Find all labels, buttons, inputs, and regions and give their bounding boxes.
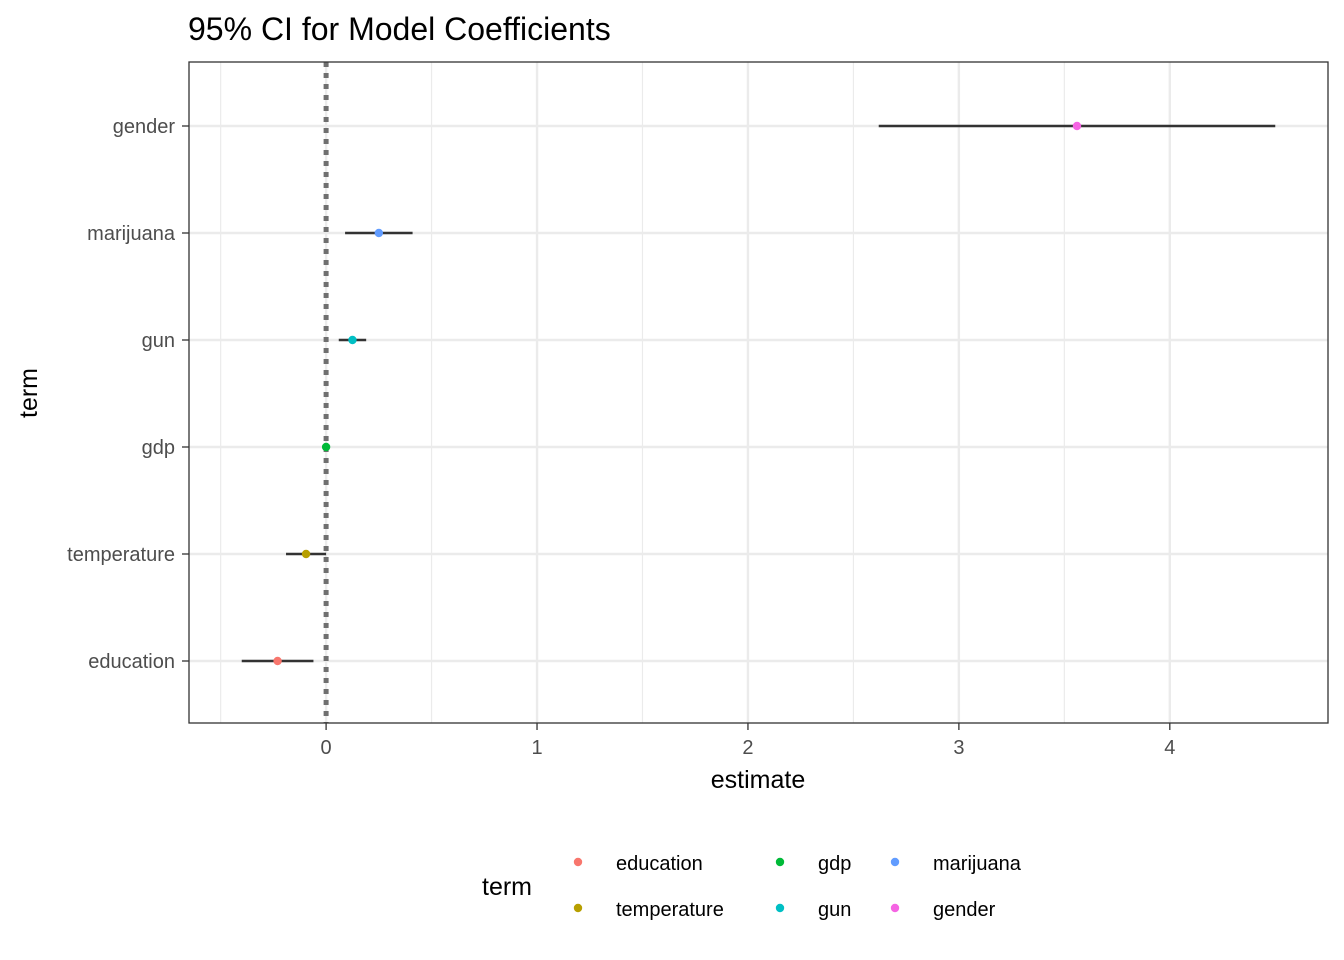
y-tick-label-gdp: gdp <box>142 437 175 459</box>
point-estimates <box>273 121 1082 666</box>
legend-label-gender: gender <box>933 899 996 921</box>
legend-key-gun <box>775 903 785 913</box>
chart-title: 95% CI for Model Coefficients <box>188 11 611 47</box>
x-tick-label: 0 <box>321 737 332 759</box>
y-tick-label-marijuana: marijuana <box>87 223 176 245</box>
x-tick-label: 3 <box>953 737 964 759</box>
legend-label-education: education <box>616 853 703 875</box>
legend-key-temperature <box>573 903 583 913</box>
legend-title: term <box>482 873 532 901</box>
point-temperature <box>301 549 311 559</box>
point-gender <box>1072 121 1082 131</box>
point-gun <box>348 335 357 345</box>
y-axis: education temperature gdp gun marijuana gende… <box>67 116 189 673</box>
legend-key-marijuana <box>890 857 900 867</box>
legend: term education temperature gdp gun marijuana… <box>482 853 1022 921</box>
y-tick-label-gender: gender <box>113 116 176 138</box>
legend-key-gender <box>890 903 900 913</box>
point-gdp <box>321 442 331 452</box>
minor-gridlines <box>220 62 1065 723</box>
x-axis-title: estimate <box>711 766 805 794</box>
y-tick-label-gun: gun <box>142 330 175 352</box>
legend-key-gdp <box>775 857 785 867</box>
point-education <box>273 656 282 666</box>
x-tick-label: 2 <box>742 737 753 759</box>
plot-panel <box>189 62 1328 723</box>
y-tick-label-education: education <box>88 651 175 673</box>
point-marijuana <box>374 228 384 238</box>
x-tick-label: 4 <box>1164 737 1175 759</box>
legend-label-gdp: gdp <box>818 853 851 875</box>
legend-label-gun: gun <box>818 899 851 921</box>
y-tick-label-temperature: temperature <box>67 544 175 566</box>
plot-border <box>188 61 1329 724</box>
legend-key-education <box>573 857 583 867</box>
x-axis: 0 1 2 3 4 <box>321 723 1175 759</box>
legend-label-temperature: temperature <box>616 899 724 921</box>
x-tick-label: 1 <box>531 737 542 759</box>
y-axis-title: term <box>15 368 43 418</box>
legend-label-marijuana: marijuana <box>933 853 1022 875</box>
